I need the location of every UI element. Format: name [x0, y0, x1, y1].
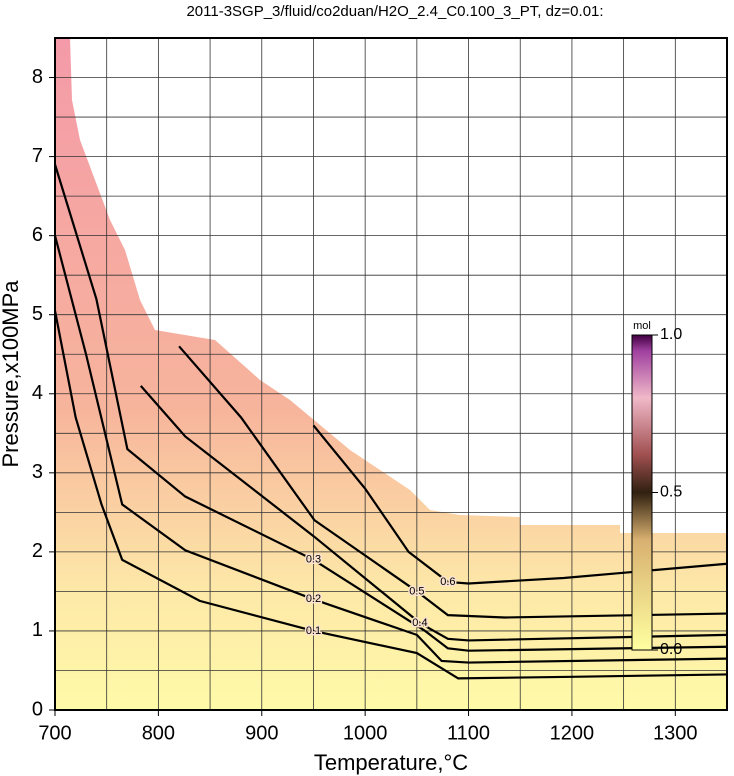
y-tick-label: 8 — [32, 66, 43, 88]
x-tick-label: 1300 — [653, 722, 698, 744]
filled-region — [55, 38, 727, 710]
colorbar-tick-label: 1.0 — [660, 326, 682, 343]
y-tick-label: 1 — [32, 619, 43, 641]
x-tick-label: 1200 — [550, 722, 595, 744]
y-tick-label: 5 — [32, 303, 43, 325]
contour-label: 0.5 — [409, 585, 424, 597]
x-tick-label: 700 — [38, 722, 71, 744]
colorbar-tick-label: 0.0 — [660, 641, 682, 658]
y-tick-label: 4 — [32, 382, 43, 404]
chart-title: 2011-3SGP_3/fluid/co2duan/H2O_2.4_C0.100… — [186, 3, 603, 20]
colorbar-label: mol — [633, 320, 651, 332]
y-tick-label: 2 — [32, 540, 43, 562]
contour-label: 0.4 — [412, 617, 427, 629]
colorbar — [631, 334, 653, 651]
contour-line — [53, 235, 728, 664]
contour-line — [53, 164, 728, 652]
contour-line — [139, 385, 728, 642]
x-tick-label: 1100 — [447, 722, 490, 744]
y-tick-label: 3 — [32, 461, 43, 483]
y-tick-label: 0 — [32, 698, 43, 720]
x-axis-title: Temperature,°C — [314, 750, 468, 775]
y-tick-label: 6 — [32, 224, 43, 246]
contour-label: 0.2 — [306, 593, 321, 605]
y-axis-title: Pressure,x100MPa — [0, 280, 23, 468]
x-tick-label: 1000 — [343, 722, 388, 744]
contour-label: 0.6 — [440, 576, 455, 588]
contour-line — [312, 424, 728, 585]
contours: 0.1 0.2 0.3 0.4 0.5 0.6 — [53, 164, 728, 680]
plot-frame — [54, 37, 728, 711]
x-tick-label: 900 — [245, 722, 278, 744]
y-tick-label: 7 — [32, 145, 43, 167]
contour-label: 0.1 — [306, 625, 321, 637]
contour-line — [178, 345, 728, 619]
contour-line — [53, 310, 728, 680]
contour-label: 0.3 — [306, 554, 321, 566]
colorbar-tick-label: 0.5 — [660, 484, 682, 501]
x-tick-label: 800 — [142, 722, 175, 744]
